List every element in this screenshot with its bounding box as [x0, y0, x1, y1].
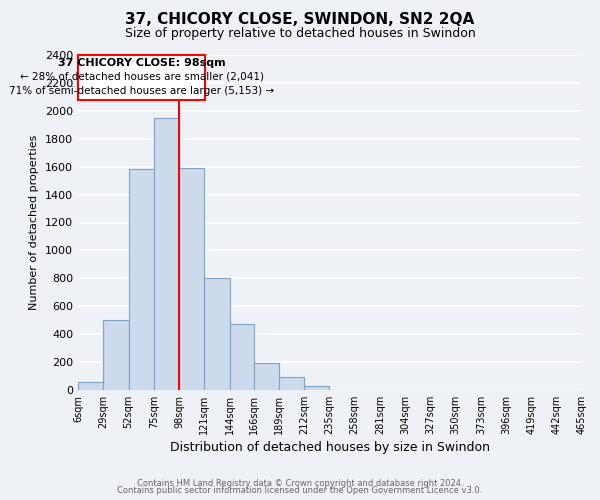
Y-axis label: Number of detached properties: Number of detached properties [29, 135, 40, 310]
Text: Size of property relative to detached houses in Swindon: Size of property relative to detached ho… [125, 28, 475, 40]
Bar [254, 364, 279, 390]
Text: 71% of semi-detached houses are larger (5,153) →: 71% of semi-detached houses are larger (… [9, 86, 274, 96]
Bar [230, 324, 254, 390]
Bar [128, 169, 154, 390]
Text: ← 28% of detached houses are smaller (2,041): ← 28% of detached houses are smaller (2,… [20, 72, 263, 82]
Bar [154, 118, 179, 390]
Bar [204, 278, 230, 390]
Bar [304, 386, 329, 390]
Text: Contains public sector information licensed under the Open Government Licence v3: Contains public sector information licen… [118, 486, 482, 495]
Text: 37 CHICORY CLOSE: 98sqm: 37 CHICORY CLOSE: 98sqm [58, 58, 226, 68]
Bar [78, 382, 103, 390]
Text: Contains HM Land Registry data © Crown copyright and database right 2024.: Contains HM Land Registry data © Crown c… [137, 478, 463, 488]
Text: 37, CHICORY CLOSE, SWINDON, SN2 2QA: 37, CHICORY CLOSE, SWINDON, SN2 2QA [125, 12, 475, 28]
X-axis label: Distribution of detached houses by size in Swindon: Distribution of detached houses by size … [170, 441, 490, 454]
Bar [103, 320, 128, 390]
Bar [279, 378, 304, 390]
Bar [179, 168, 204, 390]
FancyBboxPatch shape [78, 55, 205, 100]
